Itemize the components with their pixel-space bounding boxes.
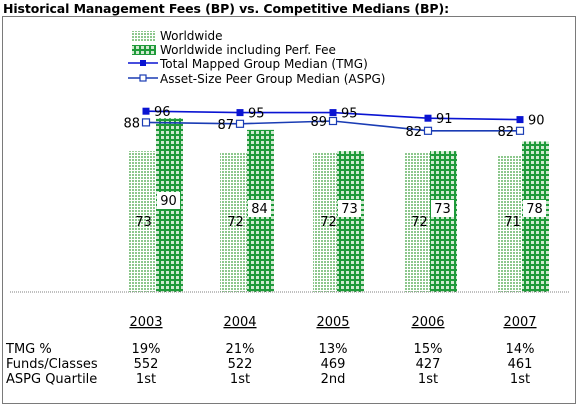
table-row-label: ASPG Quartile xyxy=(6,372,97,387)
marker-aspg-2005 xyxy=(328,116,338,126)
bar-worldwide-2003 xyxy=(128,151,155,292)
table-cell: 1st xyxy=(510,372,530,387)
table-cell: 13% xyxy=(319,342,348,357)
label-aspg-2003: 88 xyxy=(123,116,140,131)
label-box-perf-fee-2006 xyxy=(431,200,454,217)
table-cell: 1st xyxy=(230,372,250,387)
label-tmg-2006: 91 xyxy=(436,112,453,127)
marker-tmg-2005 xyxy=(329,109,337,117)
bar-perf-fee-2005 xyxy=(337,151,364,292)
legend-swatch-perf-fee xyxy=(132,45,156,55)
marker-tmg-2006 xyxy=(424,114,432,122)
x-tick-2006: 2006 xyxy=(411,315,444,330)
table-row-label: Funds/Classes xyxy=(6,357,98,372)
marker-tmg-2004 xyxy=(236,109,244,117)
table-cell: 427 xyxy=(416,357,441,372)
legend-label-tmg: Total Mapped Group Median (TMG) xyxy=(159,57,368,71)
table-cell: 14% xyxy=(506,342,535,357)
label-tmg-2007: 90 xyxy=(528,114,545,129)
x-tick-2003: 2003 xyxy=(129,315,162,330)
marker-tmg-2007 xyxy=(516,116,524,124)
label-tmg-2003: 96 xyxy=(154,105,171,120)
marker-tmg-2003 xyxy=(142,107,150,115)
label-perf-fee-2007: 78 xyxy=(526,202,543,217)
label-aspg-2007: 82 xyxy=(497,125,514,140)
lines-layer xyxy=(141,107,525,135)
label-worldwide-2004: 72 xyxy=(227,215,244,230)
table-cell: 19% xyxy=(132,342,161,357)
table-cell: 1st xyxy=(136,372,156,387)
table-row-label: TMG % xyxy=(5,342,52,357)
bar-worldwide-2007 xyxy=(497,154,524,292)
label-worldwide-2006: 72 xyxy=(411,215,428,230)
legend-marker-aspg xyxy=(139,74,147,82)
table-cell: 522 xyxy=(228,357,253,372)
table-cell: 469 xyxy=(321,357,346,372)
marker-aspg-2003 xyxy=(141,118,151,127)
legend-label-worldwide: Worldwide xyxy=(160,29,223,43)
legend-marker-tmg xyxy=(140,60,146,66)
x-tick-2007: 2007 xyxy=(503,315,536,330)
label-tmg-2004: 95 xyxy=(248,107,265,122)
table-cell: 461 xyxy=(508,357,533,372)
label-worldwide-2003: 73 xyxy=(135,215,152,230)
label-worldwide-2007: 71 xyxy=(504,215,521,230)
x-tick-2004: 2004 xyxy=(223,315,256,330)
data-labels-layer: 73 90 96 88 72 84 95 87 72 73 95 89 72 73 91 82 71 78 90 82 xyxy=(123,105,546,230)
legend-label-aspg: Asset-Size Peer Group Median (ASPG) xyxy=(160,72,385,86)
label-box-perf-fee-2005 xyxy=(338,200,361,217)
label-perf-fee-2006: 73 xyxy=(434,202,451,217)
label-perf-fee-2005: 73 xyxy=(341,202,358,217)
legend-label-perf-fee: Worldwide including Perf. Fee xyxy=(160,43,336,57)
label-box-perf-fee-2004 xyxy=(248,200,271,217)
label-aspg-2006: 82 xyxy=(405,125,422,140)
marker-aspg-2007 xyxy=(515,126,525,135)
chart-frame xyxy=(2,16,576,404)
table-cell: 15% xyxy=(414,342,443,357)
label-aspg-2004: 87 xyxy=(217,118,234,133)
bar-perf-fee-2006 xyxy=(430,151,457,292)
table-cell: 21% xyxy=(226,342,255,357)
bar-worldwide-2004 xyxy=(220,153,247,292)
table-cell: 2nd xyxy=(321,372,346,387)
label-box-perf-fee-2007 xyxy=(523,200,546,217)
x-tick-2005: 2005 xyxy=(316,315,349,330)
label-tmg-2005: 95 xyxy=(341,107,358,122)
label-perf-fee-2003: 90 xyxy=(160,194,177,209)
bars-layer xyxy=(128,118,549,292)
x-tick-labels: 2003 2004 2005 2006 2007 xyxy=(129,315,536,330)
label-worldwide-2005: 72 xyxy=(320,215,337,230)
bar-worldwide-2006 xyxy=(404,153,431,292)
marker-aspg-2006 xyxy=(423,126,433,135)
marker-aspg-2004 xyxy=(235,119,245,128)
label-box-perf-fee-2003 xyxy=(157,192,180,209)
bar-worldwide-2005 xyxy=(313,153,340,292)
chart-title: Historical Management Fees (BP) vs. Comp… xyxy=(3,1,449,16)
label-perf-fee-2004: 84 xyxy=(251,202,268,217)
table-cell: 1st xyxy=(418,372,438,387)
legend-swatch-worldwide xyxy=(132,31,156,41)
metrics-table: TMG % 19% 21% 13% 15% 14% Funds/Classes 552 522 4… xyxy=(5,342,534,387)
table-cell: 552 xyxy=(134,357,159,372)
label-aspg-2005: 89 xyxy=(310,115,327,130)
